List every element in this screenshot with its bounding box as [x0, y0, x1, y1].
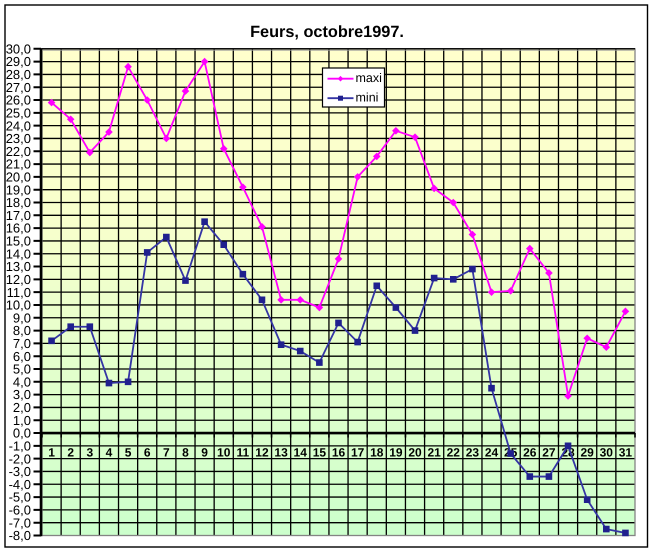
svg-text:6,0: 6,0: [13, 349, 31, 364]
svg-text:4: 4: [106, 445, 113, 459]
svg-text:23: 23: [466, 445, 480, 459]
svg-text:-8,0: -8,0: [9, 528, 31, 543]
svg-text:18: 18: [370, 445, 384, 459]
svg-text:14,0: 14,0: [6, 246, 31, 261]
svg-text:13,0: 13,0: [6, 259, 31, 274]
svg-text:2,0: 2,0: [13, 400, 31, 415]
svg-text:8,0: 8,0: [13, 323, 31, 338]
svg-text:-7,0: -7,0: [9, 515, 31, 530]
svg-text:-1,0: -1,0: [9, 438, 31, 453]
svg-text:12: 12: [255, 445, 269, 459]
svg-text:28,0: 28,0: [6, 67, 31, 82]
svg-text:14: 14: [294, 445, 308, 459]
svg-text:3,0: 3,0: [13, 387, 31, 402]
svg-text:7,0: 7,0: [13, 336, 31, 351]
svg-text:5: 5: [125, 445, 132, 459]
svg-text:17,0: 17,0: [6, 208, 31, 223]
svg-text:26: 26: [523, 445, 537, 459]
svg-text:maxi: maxi: [356, 71, 382, 85]
svg-text:18,0: 18,0: [6, 195, 31, 210]
svg-text:29: 29: [581, 445, 595, 459]
svg-text:20,0: 20,0: [6, 169, 31, 184]
svg-text:2: 2: [67, 445, 74, 459]
svg-text:3: 3: [86, 445, 93, 459]
svg-text:21,0: 21,0: [6, 157, 31, 172]
svg-text:17: 17: [351, 445, 365, 459]
svg-text:19: 19: [389, 445, 403, 459]
svg-text:30,0: 30,0: [6, 41, 31, 56]
svg-text:22,0: 22,0: [6, 144, 31, 159]
svg-text:Feurs, octobre1997.: Feurs, octobre1997.: [250, 23, 404, 41]
svg-text:-6,0: -6,0: [9, 502, 31, 517]
svg-text:7: 7: [163, 445, 170, 459]
svg-text:12,0: 12,0: [6, 272, 31, 287]
svg-text:9: 9: [201, 445, 208, 459]
svg-text:24: 24: [485, 445, 499, 459]
svg-text:26,0: 26,0: [6, 93, 31, 108]
svg-text:27,0: 27,0: [6, 80, 31, 95]
svg-text:16,0: 16,0: [6, 221, 31, 236]
svg-text:10: 10: [217, 445, 231, 459]
svg-text:5,0: 5,0: [13, 362, 31, 377]
svg-text:8: 8: [182, 445, 189, 459]
svg-text:21: 21: [427, 445, 441, 459]
svg-text:15: 15: [313, 445, 327, 459]
svg-text:9,0: 9,0: [13, 310, 31, 325]
svg-text:20: 20: [408, 445, 422, 459]
svg-text:-5,0: -5,0: [9, 490, 31, 505]
svg-text:22: 22: [447, 445, 461, 459]
svg-text:6: 6: [144, 445, 151, 459]
svg-text:0,0: 0,0: [13, 426, 31, 441]
svg-text:25,0: 25,0: [6, 105, 31, 120]
svg-text:31: 31: [619, 445, 633, 459]
svg-text:16: 16: [332, 445, 346, 459]
svg-text:27: 27: [542, 445, 556, 459]
svg-text:30: 30: [600, 445, 614, 459]
svg-text:23,0: 23,0: [6, 131, 31, 146]
svg-text:-2,0: -2,0: [9, 451, 31, 466]
svg-text:11,0: 11,0: [7, 285, 31, 300]
svg-text:11: 11: [237, 445, 250, 459]
svg-text:-4,0: -4,0: [9, 477, 31, 492]
svg-text:mini: mini: [356, 91, 379, 105]
svg-text:19,0: 19,0: [6, 182, 31, 197]
svg-text:29,0: 29,0: [6, 54, 31, 69]
svg-text:24,0: 24,0: [6, 118, 31, 133]
svg-text:1,0: 1,0: [13, 413, 31, 428]
svg-text:10,0: 10,0: [6, 298, 31, 313]
svg-text:13: 13: [274, 445, 288, 459]
svg-text:4,0: 4,0: [13, 374, 31, 389]
svg-text:-3,0: -3,0: [9, 464, 31, 479]
svg-text:1: 1: [48, 445, 55, 459]
svg-text:15,0: 15,0: [6, 234, 31, 249]
